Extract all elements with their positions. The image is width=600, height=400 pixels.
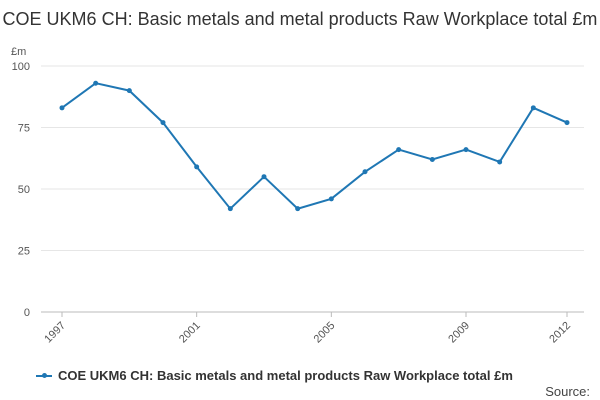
x-tick-label: 2009 [446, 320, 472, 346]
data-point[interactable] [362, 169, 368, 175]
y-tick-label: 50 [18, 184, 30, 196]
x-tick-label: 1997 [42, 320, 68, 346]
y-tick-label: 25 [18, 246, 30, 258]
x-tick-label: 2005 [312, 320, 338, 346]
data-point[interactable] [463, 147, 469, 153]
data-point[interactable] [295, 206, 301, 212]
source-label: Source: [545, 384, 590, 399]
y-axis-unit-label: £m [11, 46, 27, 58]
data-point[interactable] [59, 105, 65, 111]
data-point[interactable] [126, 88, 132, 94]
y-tick-label: 100 [12, 61, 30, 73]
data-point[interactable] [429, 156, 435, 162]
legend-line-icon [36, 372, 52, 378]
data-points [59, 80, 570, 212]
y-tick-label: 0 [24, 307, 30, 319]
x-tick-label: 2001 [177, 320, 203, 346]
data-point[interactable] [497, 159, 503, 165]
data-point[interactable] [396, 147, 402, 153]
chart-title: COE UKM6 CH: Basic metals and metal prod… [2, 9, 598, 29]
data-point[interactable] [227, 206, 233, 212]
legend[interactable]: COE UKM6 CH: Basic metals and metal prod… [36, 368, 513, 383]
x-tick-labels: 1997 2001 2005 2009 2012 [42, 312, 573, 345]
data-point[interactable] [530, 105, 536, 111]
y-tick-labels: 0 25 50 75 100 [12, 61, 30, 319]
y-tick-label: 75 [18, 123, 30, 135]
data-point[interactable] [328, 196, 334, 202]
data-point[interactable] [261, 174, 267, 180]
legend-label: COE UKM6 CH: Basic metals and metal prod… [58, 368, 513, 383]
data-point[interactable] [160, 120, 166, 126]
data-point[interactable] [564, 120, 570, 126]
data-point[interactable] [194, 164, 200, 170]
data-point[interactable] [93, 80, 99, 86]
x-tick-label: 2012 [547, 320, 573, 346]
gridlines [41, 65, 584, 313]
series-line [61, 82, 568, 211]
